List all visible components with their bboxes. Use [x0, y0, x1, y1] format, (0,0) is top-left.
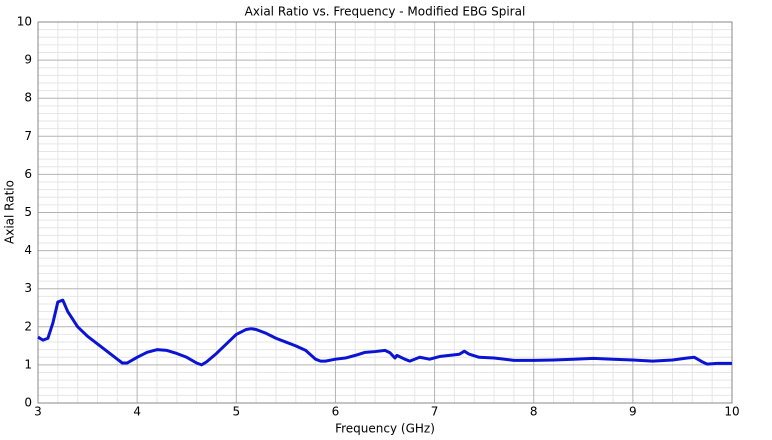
y-tick-label: 7 [24, 129, 32, 143]
x-tick-label: 6 [332, 405, 340, 419]
x-tick-label: 10 [724, 405, 739, 419]
chart-title: Axial Ratio vs. Frequency - Modified EBG… [245, 5, 526, 19]
x-axis-label: Frequency (GHz) [335, 422, 435, 436]
y-tick-label: 6 [24, 167, 32, 181]
y-tick-label: 10 [17, 15, 32, 29]
x-tick-label: 5 [232, 405, 240, 419]
x-tick-label: 9 [629, 405, 637, 419]
x-tick-label: 4 [133, 405, 141, 419]
y-axis-label: Axial Ratio [3, 180, 17, 244]
y-tick-label: 9 [24, 53, 32, 67]
y-tick-label: 3 [24, 281, 32, 295]
y-tick-label: 0 [24, 396, 32, 410]
y-tick-label: 8 [24, 91, 32, 105]
x-tick-label: 7 [431, 405, 439, 419]
x-tick-label: 8 [530, 405, 538, 419]
plot-border [37, 21, 733, 404]
data-line [37, 298, 732, 367]
x-tick-label: 3 [34, 405, 42, 419]
y-tick-label: 5 [24, 205, 32, 219]
y-tick-label: 1 [24, 357, 32, 371]
y-tick-label: 2 [24, 319, 32, 333]
y-tick-label: 4 [24, 243, 32, 257]
